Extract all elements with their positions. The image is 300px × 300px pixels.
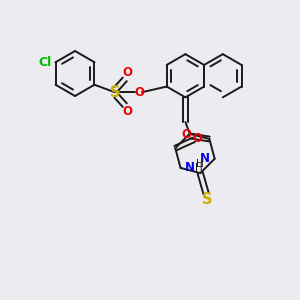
Text: Cl: Cl: [39, 56, 52, 69]
Text: O: O: [122, 105, 133, 118]
Text: O: O: [182, 128, 192, 141]
Text: N: N: [185, 161, 195, 174]
Text: O: O: [134, 86, 144, 99]
Text: O: O: [193, 132, 202, 145]
Text: S: S: [110, 85, 120, 100]
Text: H: H: [196, 159, 204, 169]
Text: N: N: [200, 152, 210, 165]
Text: S: S: [202, 192, 213, 207]
Text: H: H: [195, 163, 203, 173]
Text: O: O: [122, 66, 133, 79]
